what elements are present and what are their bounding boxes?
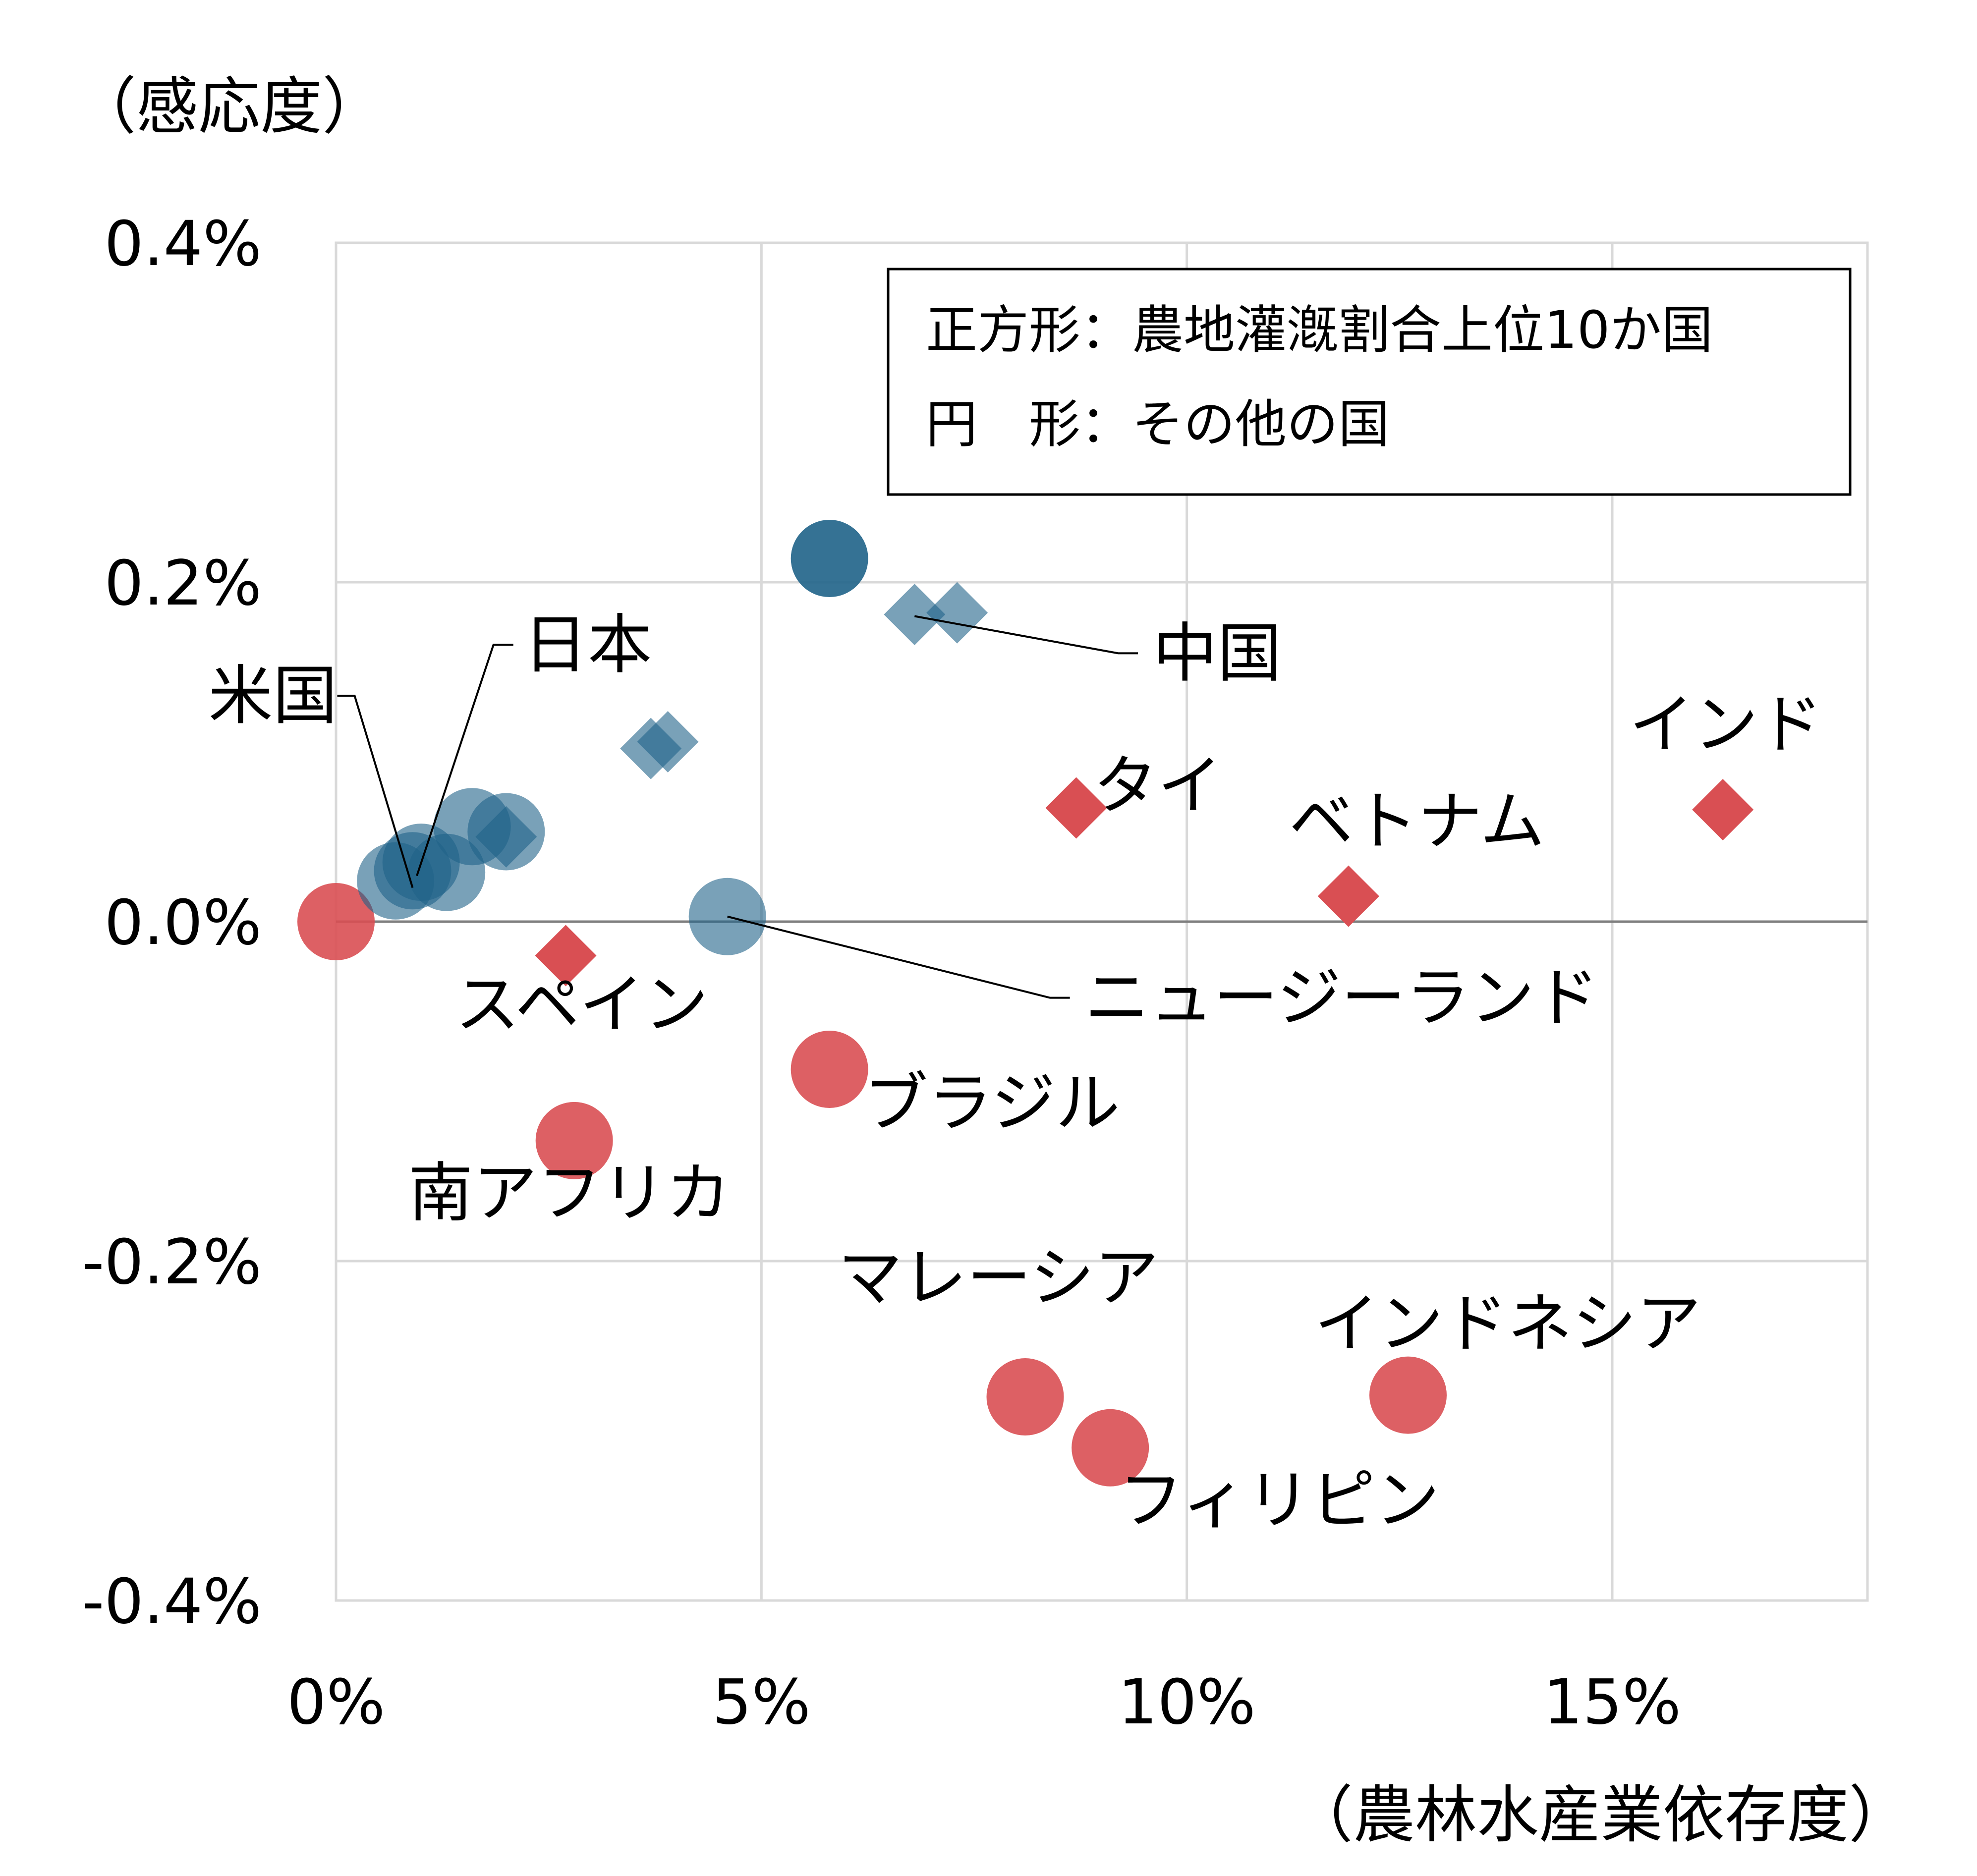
y-tick-label: -0.2%: [82, 1226, 262, 1298]
point-circle: [535, 1102, 613, 1179]
y-axis-label: （感応度）: [74, 71, 384, 143]
point-circle: [297, 883, 375, 960]
legend-line-1: 正方形：農地灌漑割合上位10か国: [926, 300, 1713, 360]
country-label: 南アフリカ: [408, 1156, 731, 1231]
leader-line: [727, 915, 1070, 999]
country-label: インドネシア: [1314, 1286, 1701, 1361]
grid: [335, 241, 1869, 1602]
point-diamond: [1045, 777, 1107, 839]
point-diamond: [637, 711, 699, 772]
data-points: [297, 520, 1754, 1487]
country-label: マレーシア: [838, 1240, 1159, 1316]
country-label: 中国: [1153, 615, 1282, 691]
y-tick-label: -0.4%: [82, 1566, 262, 1638]
y-tick-label: 0.0%: [104, 887, 262, 959]
x-tick-label: 10%: [1118, 1666, 1256, 1738]
point-circle: [986, 1358, 1064, 1435]
leader-line: [416, 644, 513, 877]
point-circle: [791, 520, 868, 598]
leader-line: [914, 615, 1138, 655]
y-tick-label: 0.4%: [104, 208, 262, 280]
point-diamond: [1692, 778, 1754, 840]
leader-lines: [337, 615, 1138, 999]
x-tick-label: 5%: [712, 1666, 810, 1738]
point-diamond: [1317, 865, 1379, 927]
x-axis-label: （農林水産業依存度）: [1291, 1779, 1911, 1851]
country-label: 日本: [523, 607, 652, 682]
x-tick-label: 0%: [287, 1666, 385, 1738]
y-tick-label: 0.2%: [104, 548, 262, 619]
country-label: インド: [1629, 687, 1822, 762]
point-circle: [467, 793, 545, 871]
country-label: タイ: [1093, 748, 1222, 824]
leader-line: [337, 695, 414, 888]
point-circle: [791, 1030, 868, 1108]
x-tick-label: 15%: [1543, 1666, 1681, 1738]
legend-box: [887, 268, 1852, 496]
point-diamond: [926, 582, 988, 644]
point-diamond: [884, 584, 946, 646]
point-circle: [1072, 1409, 1149, 1487]
tick-labels: 0% 5% 10% 15% 0.4% 0.2% 0.0% -0.2% -0.4%: [82, 208, 1681, 1738]
point-diamond: [535, 925, 597, 987]
legend-line-2: 円 形：その他の国: [926, 394, 1390, 454]
country-label: ニュージーランド: [1085, 960, 1599, 1036]
country-label: ベトナム: [1289, 783, 1545, 859]
country-label: ブラジル: [863, 1065, 1120, 1141]
point-circle: [1369, 1356, 1447, 1434]
country-label: フィリピン: [1119, 1462, 1439, 1538]
country-label: 米国: [209, 658, 338, 733]
legend: 正方形：農地灌漑割合上位10か国 円 形：その他の国: [887, 268, 1852, 496]
country-label: スペイン: [455, 967, 708, 1042]
